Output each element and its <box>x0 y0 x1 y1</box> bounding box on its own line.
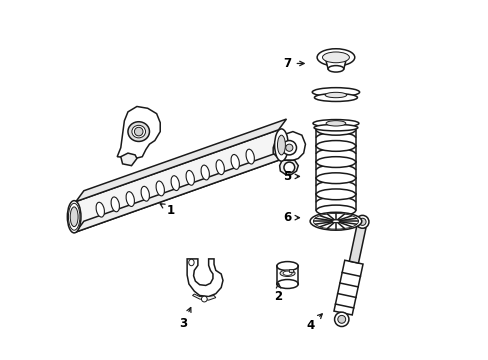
Circle shape <box>355 215 368 228</box>
Ellipse shape <box>283 271 291 275</box>
Polygon shape <box>348 226 365 263</box>
Ellipse shape <box>96 202 104 217</box>
Circle shape <box>337 315 345 323</box>
Ellipse shape <box>312 87 359 96</box>
Text: 1: 1 <box>160 204 175 217</box>
Ellipse shape <box>245 149 254 164</box>
Ellipse shape <box>322 52 349 63</box>
Text: 3: 3 <box>179 307 191 330</box>
Ellipse shape <box>309 212 361 230</box>
Ellipse shape <box>185 170 194 185</box>
Ellipse shape <box>216 160 224 175</box>
Ellipse shape <box>276 262 298 271</box>
Ellipse shape <box>316 125 355 135</box>
Circle shape <box>282 140 296 155</box>
Text: 2: 2 <box>274 284 282 303</box>
Polygon shape <box>76 149 286 232</box>
Ellipse shape <box>274 129 287 161</box>
Text: 5: 5 <box>283 170 299 183</box>
Polygon shape <box>117 107 160 158</box>
Circle shape <box>134 127 142 136</box>
Polygon shape <box>279 160 298 175</box>
Ellipse shape <box>327 66 343 72</box>
Ellipse shape <box>141 186 149 201</box>
Ellipse shape <box>314 94 357 102</box>
Ellipse shape <box>67 201 81 233</box>
Ellipse shape <box>325 121 345 126</box>
Ellipse shape <box>312 120 358 127</box>
Ellipse shape <box>316 205 355 216</box>
Ellipse shape <box>126 192 134 207</box>
Ellipse shape <box>325 92 346 98</box>
Ellipse shape <box>70 207 78 226</box>
Polygon shape <box>333 260 362 315</box>
Ellipse shape <box>313 125 357 131</box>
Ellipse shape <box>128 122 149 141</box>
Circle shape <box>201 296 207 302</box>
Ellipse shape <box>201 165 209 180</box>
Circle shape <box>358 218 366 225</box>
Ellipse shape <box>111 197 119 212</box>
Circle shape <box>334 312 348 327</box>
Ellipse shape <box>277 135 285 155</box>
Polygon shape <box>121 153 137 166</box>
Polygon shape <box>325 57 346 69</box>
Circle shape <box>284 162 294 173</box>
Circle shape <box>285 144 292 151</box>
Polygon shape <box>76 119 286 202</box>
Text: 6: 6 <box>283 211 299 224</box>
Ellipse shape <box>317 49 354 66</box>
Polygon shape <box>192 294 215 300</box>
Polygon shape <box>288 269 292 272</box>
Polygon shape <box>76 130 278 232</box>
Text: 7: 7 <box>283 57 304 70</box>
Ellipse shape <box>188 259 194 266</box>
Ellipse shape <box>331 220 339 222</box>
Polygon shape <box>273 132 305 160</box>
Ellipse shape <box>156 181 164 196</box>
Text: 4: 4 <box>306 314 322 332</box>
Ellipse shape <box>230 154 239 169</box>
Ellipse shape <box>280 270 294 276</box>
Ellipse shape <box>316 140 355 151</box>
Ellipse shape <box>316 157 355 167</box>
Ellipse shape <box>316 189 355 200</box>
Polygon shape <box>187 259 223 297</box>
Ellipse shape <box>316 173 355 184</box>
Ellipse shape <box>276 279 298 288</box>
Ellipse shape <box>171 176 179 190</box>
Ellipse shape <box>132 125 145 138</box>
